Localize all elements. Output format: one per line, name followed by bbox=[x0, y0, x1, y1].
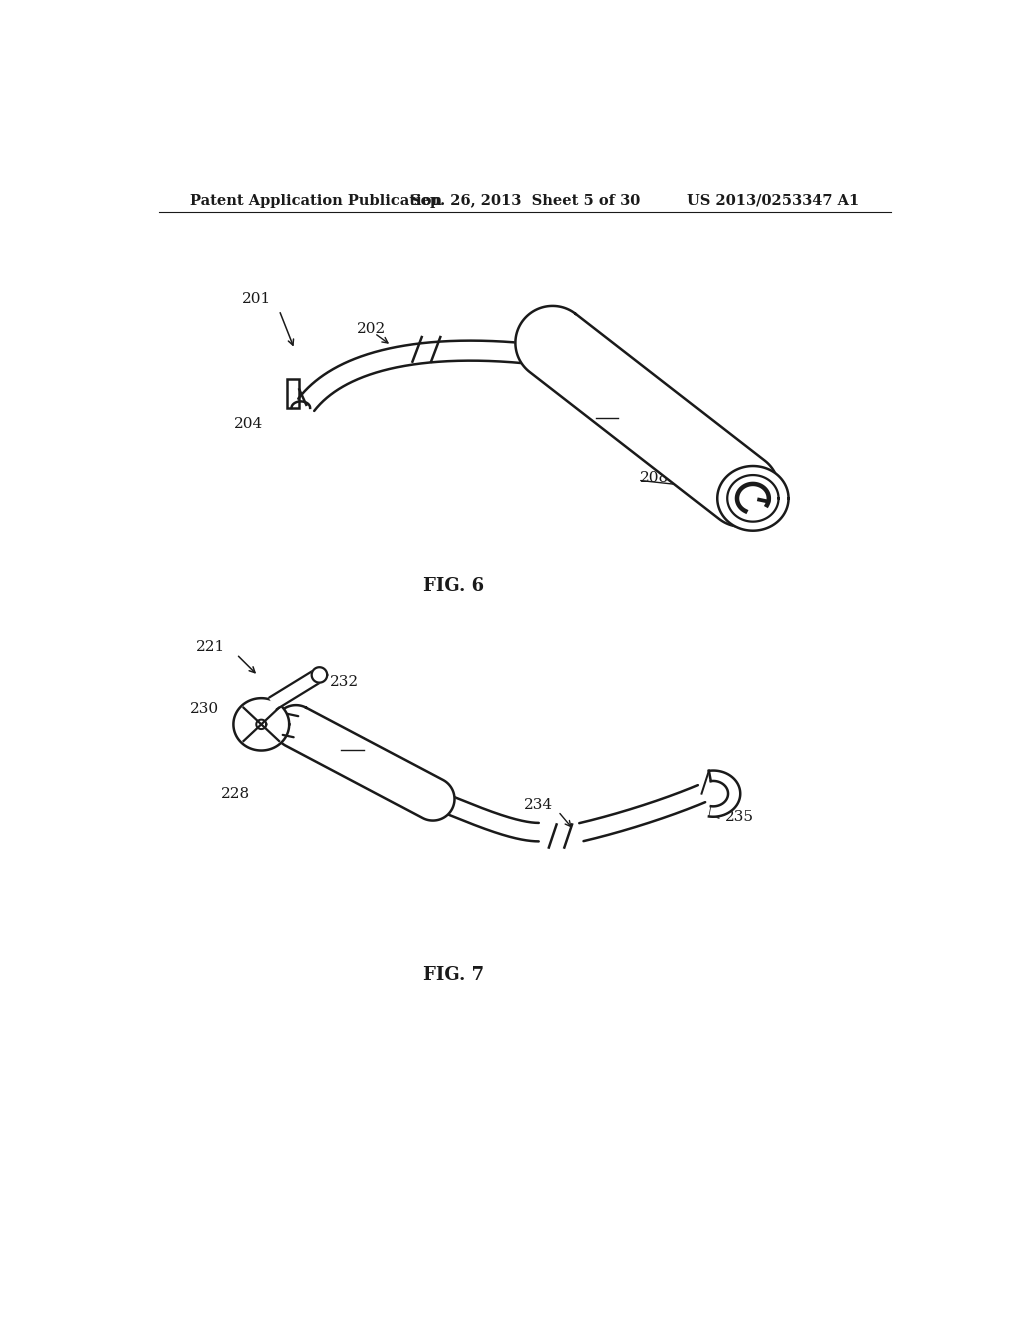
Text: FIG. 7: FIG. 7 bbox=[423, 966, 484, 983]
Polygon shape bbox=[311, 667, 328, 682]
Text: 202: 202 bbox=[356, 322, 386, 337]
Text: 230: 230 bbox=[190, 702, 219, 715]
Text: 201: 201 bbox=[242, 292, 271, 306]
Text: 228: 228 bbox=[221, 787, 251, 801]
Text: 226: 226 bbox=[338, 737, 368, 751]
Polygon shape bbox=[298, 341, 540, 411]
Polygon shape bbox=[709, 771, 740, 817]
Polygon shape bbox=[430, 791, 539, 841]
Polygon shape bbox=[269, 672, 319, 709]
Text: US 2013/0253347 A1: US 2013/0253347 A1 bbox=[687, 194, 859, 207]
Polygon shape bbox=[580, 785, 706, 841]
Text: 235: 235 bbox=[725, 809, 754, 824]
Polygon shape bbox=[717, 466, 788, 531]
Text: FIG. 6: FIG. 6 bbox=[423, 577, 484, 595]
Polygon shape bbox=[283, 714, 298, 738]
Text: 206: 206 bbox=[592, 405, 622, 420]
Text: Sep. 26, 2013  Sheet 5 of 30: Sep. 26, 2013 Sheet 5 of 30 bbox=[410, 194, 640, 207]
Text: 221: 221 bbox=[196, 640, 225, 655]
Text: Patent Application Publication: Patent Application Publication bbox=[190, 194, 442, 207]
Text: 208: 208 bbox=[640, 471, 669, 484]
Text: 234: 234 bbox=[523, 799, 553, 812]
Polygon shape bbox=[274, 705, 455, 821]
Text: 204: 204 bbox=[234, 417, 263, 432]
Polygon shape bbox=[515, 306, 779, 527]
Text: 232: 232 bbox=[330, 675, 358, 689]
Polygon shape bbox=[233, 698, 289, 751]
